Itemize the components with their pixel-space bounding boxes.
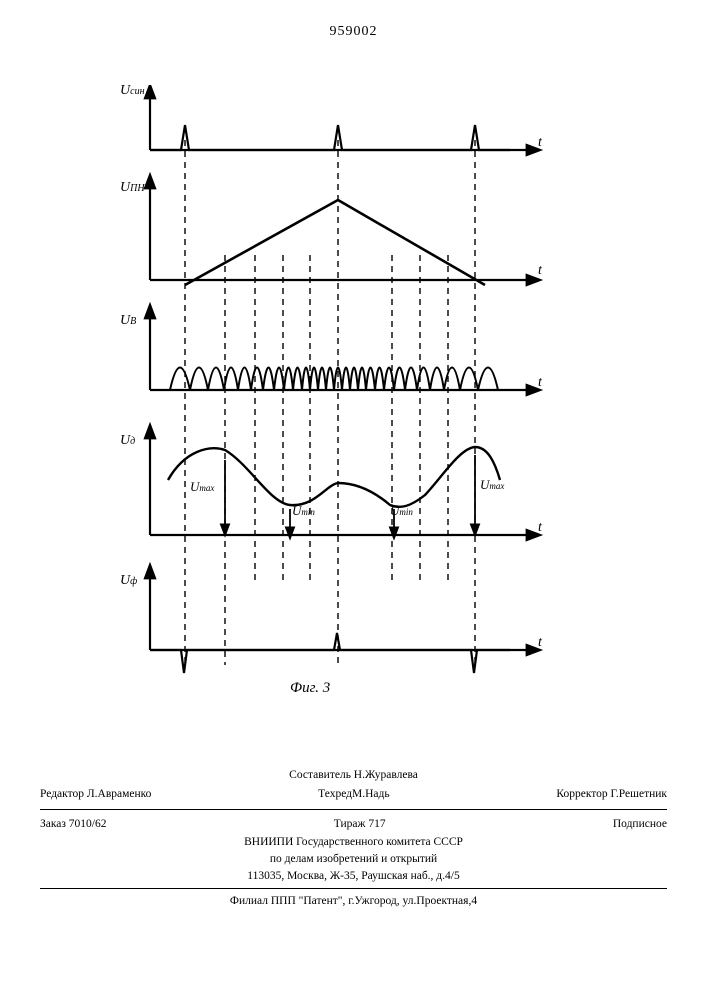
tlabel-4: t	[538, 520, 542, 536]
annot-umin-1: Umin	[292, 503, 315, 519]
tlabel-5: t	[538, 635, 542, 651]
footer: Составитель Н.Журавлева Редактор Л.Аврам…	[40, 767, 667, 910]
figure-caption: Фиг. 3	[290, 680, 330, 697]
org-line-1: ВНИИПИ Государственного комитета СССР	[40, 834, 667, 851]
corrector: Корректор Г.Решетник	[556, 786, 667, 803]
order: Заказ 7010/62	[40, 816, 107, 833]
panel-5	[150, 575, 530, 673]
divider-2	[40, 888, 667, 889]
ylabel-2: UПН	[120, 180, 145, 196]
tlabel-3: t	[538, 375, 542, 391]
compiler-line: Составитель Н.Журавлева	[40, 767, 667, 784]
org-line-2: по делам изобретений и открытий	[40, 851, 667, 868]
branch-line: Филиал ППП "Патент", г.Ужгород, ул.Проек…	[40, 893, 667, 910]
editor: Редактор Л.Авраменко	[40, 786, 151, 803]
divider-1	[40, 809, 667, 810]
order-row: Заказ 7010/62 Тираж 717 Подписное	[40, 814, 667, 835]
tlabel-2: t	[538, 263, 542, 279]
annot-umax-2: Umax	[480, 477, 504, 493]
ylabel-3: UВ	[120, 313, 136, 329]
ylabel-4: Uд	[120, 433, 135, 449]
diagram-svg	[90, 85, 610, 715]
ylabel-1: Uсин	[120, 83, 145, 99]
panel-2	[150, 185, 530, 285]
subscription: Подписное	[613, 816, 667, 833]
page-number: 959002	[330, 24, 378, 40]
panel-3	[150, 315, 530, 390]
annot-umin-2: Umin	[390, 503, 413, 519]
timing-diagram: Uсин UПН UВ Uд Uф t t t t t Umax Umin Um…	[90, 85, 610, 715]
panel-1	[150, 95, 530, 150]
tlabel-1: t	[538, 135, 542, 151]
org-line-3: 113035, Москва, Ж-35, Раушская наб., д.4…	[40, 868, 667, 885]
credits-row: Редактор Л.Авраменко ТехредМ.Надь Коррек…	[40, 784, 667, 805]
ylabel-5: Uф	[120, 573, 137, 589]
annot-umax-1: Umax	[190, 479, 214, 495]
tirage: Тираж 717	[334, 816, 386, 833]
techred: ТехредМ.Надь	[318, 786, 389, 803]
